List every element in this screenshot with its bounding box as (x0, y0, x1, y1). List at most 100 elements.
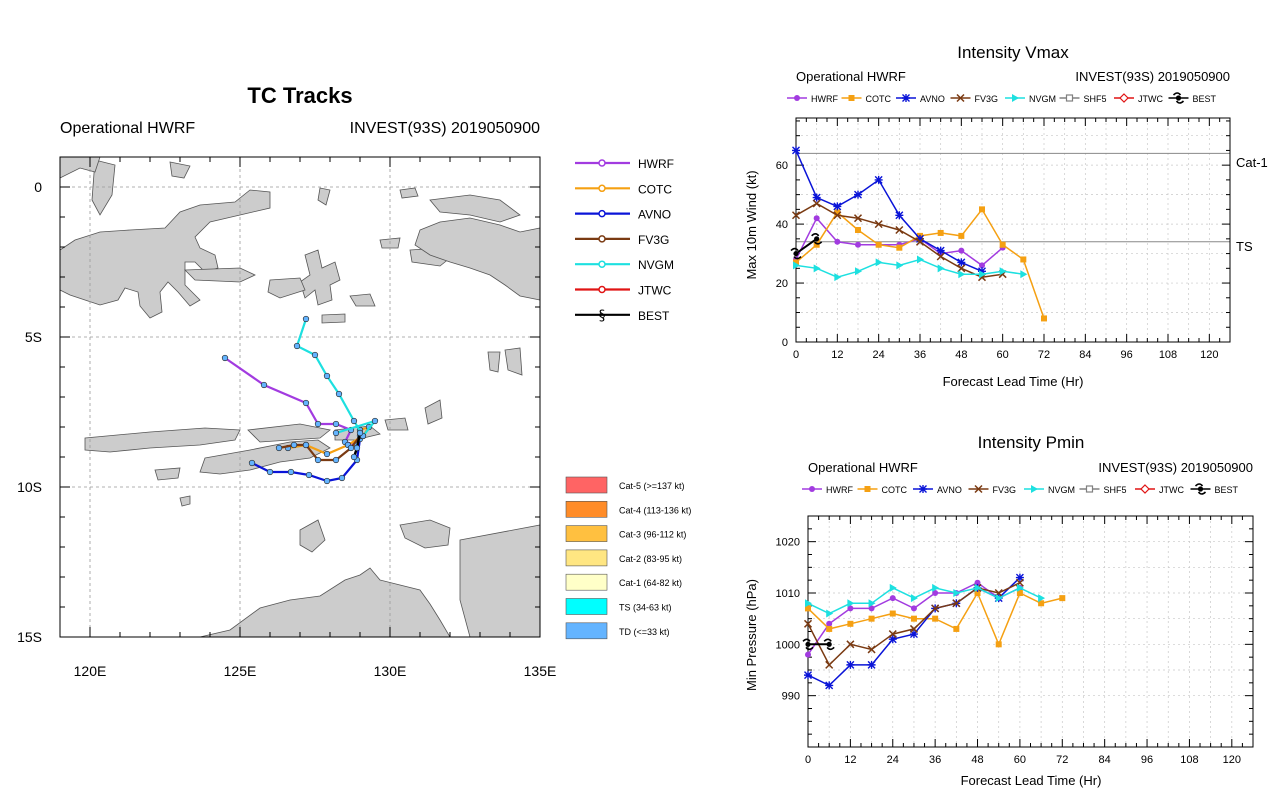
marker-cotc (1020, 256, 1027, 263)
marker-hwrf (855, 241, 861, 248)
marker-cotc (958, 232, 965, 239)
marker-nvgm (995, 594, 1003, 603)
marker-nvgm (1012, 94, 1019, 102)
marker-cotc (937, 229, 944, 236)
legend-label-fv3g: FV3G (638, 233, 669, 247)
track-point-fv3g (302, 441, 310, 449)
track-point-nvgm (335, 390, 343, 398)
intensity-label: TS (34-63 kt) (619, 603, 672, 613)
marker-fv3g (846, 640, 855, 649)
best-symbol-icon: § (599, 308, 606, 324)
intensity-swatch (565, 525, 608, 542)
marker-hwrf (889, 595, 896, 602)
marker-avno (1015, 573, 1024, 582)
marker-avno (919, 485, 927, 493)
marker-jtwc (1140, 484, 1150, 494)
lon-tick-130e: 130E (374, 663, 407, 679)
x-tick-label: 24 (873, 349, 885, 361)
marker-nvgm (868, 599, 876, 608)
legend-label-cotc: COTC (866, 94, 892, 104)
track-left-label: Operational HWRF (60, 120, 195, 137)
marker-fv3g (931, 604, 940, 613)
lon-tick-120e: 120E (74, 663, 107, 679)
legend-marker-nvgm (598, 260, 606, 268)
legend-label-nvgm: NVGM (1048, 485, 1075, 495)
marker-fv3g (803, 619, 813, 628)
marker-avno (867, 660, 876, 669)
marker-best (805, 641, 811, 647)
marker-nvgm (855, 267, 862, 276)
intensity-swatch (565, 598, 608, 615)
marker-cotc (999, 241, 1006, 248)
marker-hwrf (847, 605, 854, 612)
marker-avno (895, 211, 904, 220)
marker-avno (902, 94, 910, 102)
series-line-nvgm (795, 258, 1024, 278)
marker-nvgm (793, 261, 800, 270)
marker-hwrf (910, 605, 917, 612)
lat-tick-0: 0 (34, 179, 42, 195)
marker-hwrf (834, 238, 841, 245)
marker-cotc (896, 244, 903, 251)
intensity-label: Cat-2 (83-95 kt) (619, 554, 682, 564)
track-point-avno (248, 459, 256, 467)
marker-hwrf (805, 651, 811, 658)
marker-avno (812, 193, 821, 202)
marker-cotc (1059, 595, 1066, 602)
marker-avno (833, 202, 842, 211)
x-tick-label: 48 (955, 349, 967, 361)
x-tick-label: 12 (831, 349, 843, 361)
legend-label-hwrf: HWRF (638, 157, 674, 171)
marker-nvgm (917, 255, 924, 264)
marker-best (814, 236, 820, 242)
y-tick-label: 60 (776, 160, 788, 172)
marker-fv3g (791, 211, 801, 220)
marker-avno (825, 681, 834, 690)
marker-shf5 (1065, 94, 1074, 102)
marker-best-swirl (811, 233, 823, 245)
lon-tick-125e: 125E (224, 663, 257, 679)
marker-nvgm (889, 583, 897, 592)
marker-hwrf (809, 486, 815, 492)
y-tick-label: 1010 (776, 588, 800, 600)
x-tick-label: 0 (793, 349, 799, 361)
marker-avno (888, 635, 897, 644)
marker-hwrf (974, 579, 981, 586)
x-tick-label: 24 (887, 754, 899, 766)
marker-shf5 (1085, 485, 1094, 493)
legend-label-best: BEST (638, 309, 670, 323)
x-tick-label: 48 (971, 754, 983, 766)
vmax-legend: HWRF COTC AVNO FV3G NVGM SHF5 JTWC BEST (787, 92, 1217, 104)
intensity-legend: Cat-5 (>=137 kt) Cat-4 (113-136 kt) Cat-3 … (565, 476, 691, 640)
track-point-nvgm (350, 417, 358, 425)
x-tick-label: 36 (914, 349, 926, 361)
x-tick-label: 84 (1099, 754, 1111, 766)
track-point-hwrf (314, 420, 322, 428)
track-point-fv3g (347, 444, 355, 452)
marker-nvgm (813, 264, 821, 273)
marker-nvgm (958, 270, 966, 279)
marker-avno (804, 671, 812, 680)
intensity-swatch (565, 573, 608, 591)
legend-marker-hwrf (598, 159, 606, 167)
lat-tick-5s: 5S (25, 329, 42, 345)
marker-nvgm (875, 258, 883, 267)
legend-label-avno: AVNO (937, 485, 962, 495)
intensity-label: Cat-4 (113-136 kt) (619, 505, 691, 515)
track-point-hwrf (260, 381, 268, 389)
marker-nvgm (1016, 583, 1024, 592)
marker-best (826, 641, 832, 647)
marker-fv3g (974, 484, 983, 494)
y-tick-label: 20 (776, 278, 788, 290)
marker-nvgm (1038, 594, 1046, 603)
marker-best (1197, 486, 1204, 492)
legend-marker-fv3g (598, 235, 606, 243)
marker-cotc (979, 206, 985, 213)
marker-cotc (834, 209, 841, 216)
marker-jtwc (1119, 93, 1129, 103)
legend-label-shf5: SHF5 (1104, 485, 1127, 495)
track-point-nvgm (332, 429, 340, 437)
vmax-xlabel: Forecast Lead Time (Hr) (943, 374, 1084, 389)
marker-fv3g (812, 199, 821, 208)
track-point-hwrf (332, 420, 340, 428)
